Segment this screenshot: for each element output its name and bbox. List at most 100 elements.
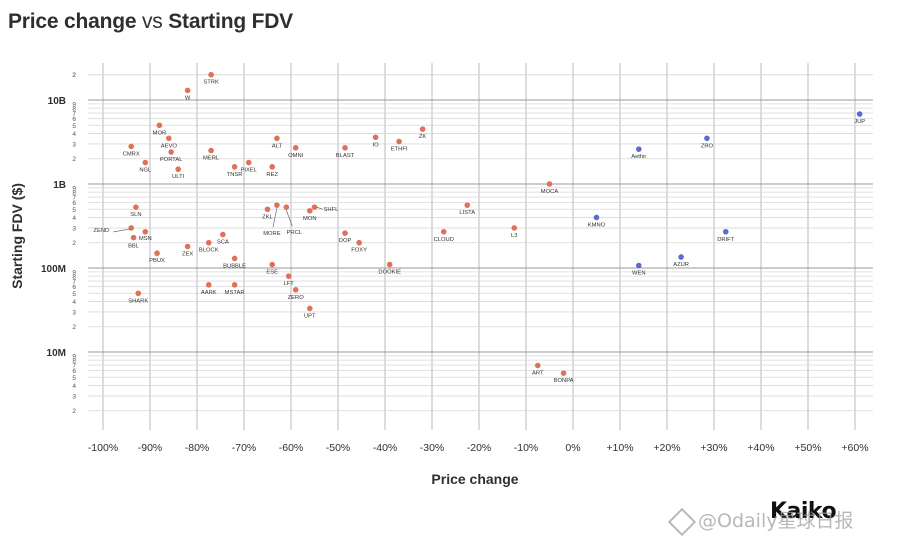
point-label-zend: ZEND — [93, 228, 109, 234]
point-rez — [269, 164, 276, 170]
watermark-text: @Odaily星球日报 — [698, 510, 854, 532]
y-minor-tick-label: 6 — [72, 116, 76, 123]
point-lista — [464, 202, 471, 208]
point-cloud — [440, 228, 447, 235]
y-minor-tick-label: 5 — [72, 375, 76, 382]
point-label-cloud: CLOUD — [434, 237, 454, 243]
y-major-tick-label: 10M — [47, 348, 66, 359]
point-label-dop: DOP — [339, 238, 352, 244]
point-strk — [208, 71, 214, 78]
point-azur — [678, 254, 684, 260]
point-label-kmno: KMNO — [588, 222, 606, 228]
y-minor-tick-label: 2 — [72, 72, 76, 79]
y-minor-tick-label: 9 — [72, 269, 76, 276]
y-axis-ticks: 234567892345678923456789234567892210B1B1… — [41, 72, 76, 415]
point-label-cmrx: CMRX — [123, 151, 140, 157]
point-kmno — [593, 214, 600, 221]
point-ngl — [142, 159, 149, 166]
point-label-blast: BLAST — [336, 153, 355, 159]
point-label-rez: REZ — [266, 172, 278, 178]
y-minor-tick-label: 5 — [72, 123, 76, 130]
y-minor-tick-label: 7 — [72, 111, 76, 118]
point-aark — [205, 282, 212, 288]
point-label-pixel: PIXEL — [240, 168, 257, 174]
point-label-ethfi: ETHFI — [391, 147, 408, 153]
y-minor-tick-label: 3 — [72, 141, 76, 148]
point-mon — [307, 207, 313, 214]
point-label-aark: AARK — [201, 290, 217, 296]
x-tick-label: -60% — [279, 442, 304, 454]
point-blast — [342, 144, 348, 151]
point-block — [205, 239, 212, 246]
point-shfl — [311, 204, 318, 210]
point-label-l3: L3 — [511, 233, 517, 239]
y-minor-tick-label: 8 — [72, 358, 76, 365]
point-pbux — [154, 250, 160, 257]
point-label-bbl: BBL — [128, 244, 140, 250]
point-io — [372, 134, 379, 141]
y-minor-tick-label: 5 — [72, 207, 76, 214]
x-tick-label: -30% — [420, 442, 445, 454]
point-l3 — [511, 225, 518, 231]
y-minor-tick-label: 7 — [72, 363, 76, 370]
point-label-w: W — [185, 95, 191, 101]
point-tnsr — [231, 164, 238, 170]
point-label-zex: ZEX — [182, 252, 193, 258]
y-minor-tick-label: 4 — [72, 215, 76, 222]
y-minor-tick-label: 7 — [72, 279, 76, 286]
point-ulti — [175, 166, 181, 173]
watermark-logo-icon — [667, 507, 697, 536]
y-minor-tick-label: 3 — [72, 309, 76, 316]
point-label-shark: SHARK — [128, 298, 148, 304]
point-omni — [292, 144, 299, 151]
x-tick-label: -70% — [232, 442, 257, 454]
y-minor-tick-label: 4 — [72, 383, 76, 390]
point-label-jup: JUP — [854, 119, 865, 125]
point-moca — [546, 181, 553, 187]
x-tick-label: -100% — [88, 442, 118, 454]
point-aevo — [166, 135, 172, 142]
x-axis-label: Price change — [431, 471, 518, 487]
grid-lines — [88, 63, 873, 430]
data-points: STRK W MOR AEVO PORTAL CMRX NGL ULTI MERL TNSRPIX… — [93, 71, 865, 384]
y-minor-tick-label: 8 — [72, 274, 76, 281]
title-part2: Starting FDV — [168, 10, 293, 33]
watermark: @Odaily星球日报 — [667, 506, 854, 536]
point-cmrx — [128, 143, 134, 150]
point-label-zkl: ZKL — [262, 214, 273, 220]
y-minor-tick-label: 8 — [72, 106, 76, 113]
point-zex — [184, 243, 191, 250]
point-alt — [274, 135, 280, 142]
y-major-tick-label: 100M — [41, 264, 66, 275]
chart-title: Price change vs Starting FDV — [8, 10, 293, 34]
y-minor-tick-label: 5 — [72, 291, 76, 298]
point-label-mon: MON — [303, 216, 317, 222]
point-bbl — [130, 234, 137, 241]
point-aethir — [636, 146, 642, 152]
point-label-mstar: MSTAR — [225, 290, 245, 296]
point-lft — [285, 273, 292, 279]
x-tick-label: +10% — [606, 442, 633, 454]
y-minor-tick-label: 4 — [72, 299, 76, 306]
point-label-merl: MERL — [203, 156, 220, 162]
x-tick-label: +20% — [653, 442, 680, 454]
x-tick-label: -40% — [373, 442, 398, 454]
y-minor-tick-label: 6 — [72, 284, 76, 291]
point-label-bonpa: BONPA — [554, 378, 574, 384]
x-tick-label: +40% — [747, 442, 774, 454]
x-tick-label: -10% — [514, 442, 539, 454]
y-minor-tick-label: 4 — [72, 131, 76, 138]
point-zk — [419, 126, 426, 132]
y-minor-tick-label: 7 — [72, 195, 76, 202]
point-dookie — [386, 261, 393, 268]
point-label-pbux: PBUX — [149, 258, 165, 264]
x-tick-label: -50% — [326, 442, 351, 454]
point-prcl — [283, 204, 290, 210]
point-label-azur: AZUR — [673, 262, 689, 268]
point-label-more: MORE — [263, 231, 281, 237]
point-label-art: ART — [532, 371, 544, 377]
point-label-upt: UPT — [304, 313, 316, 319]
y-major-tick-label: 10B — [48, 96, 66, 107]
point-label-bubble: BUBBLE — [223, 263, 246, 269]
point-label-ngl: NGL — [139, 168, 152, 174]
